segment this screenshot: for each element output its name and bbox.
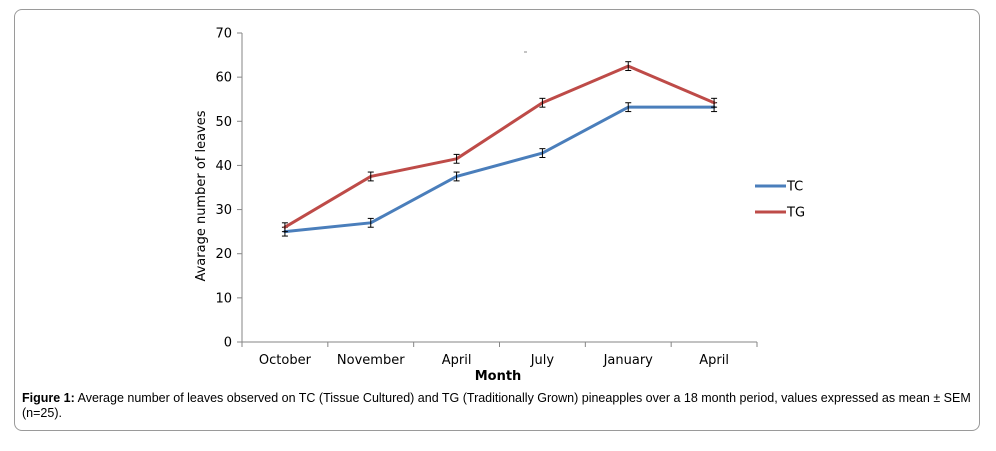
y-tick-label: 40 — [215, 159, 232, 174]
y-tick-label: 60 — [215, 71, 232, 86]
x-axis-label: Month — [475, 369, 522, 384]
legend-label-tg: TG — [786, 206, 805, 221]
figure-frame — [14, 9, 980, 431]
y-tick-label: 30 — [215, 203, 232, 218]
y-tick-label: 10 — [215, 291, 232, 306]
y-axis-label: Avarage number of leaves — [194, 110, 209, 281]
y-tick-label: 70 — [215, 27, 232, 42]
x-axis: October November April July January April — [241, 341, 758, 368]
figure-caption: Figure 1: Average number of leaves obser… — [22, 391, 977, 421]
y-tick-label: 50 — [215, 115, 232, 130]
x-tick-label: January — [603, 353, 654, 368]
series-layer — [281, 61, 718, 237]
series-line-tg — [283, 64, 716, 229]
y-axis: 0 10 20 30 40 50 60 70 — [215, 27, 243, 351]
x-tick-label: April — [699, 353, 729, 368]
caption-text: Average number of leaves observed on TC … — [22, 391, 971, 420]
series-tc — [281, 102, 718, 237]
line-chart: 0 10 20 30 40 50 60 70 October November April July… — [194, 27, 805, 385]
x-tick-label: July — [530, 353, 555, 368]
series-line-tc — [283, 105, 716, 234]
series-tg — [281, 61, 718, 233]
caption-label: Figure 1: — [22, 391, 75, 405]
x-tick-label: November — [337, 353, 405, 368]
y-tick-label: 20 — [215, 247, 232, 262]
x-tick-label: April — [442, 353, 472, 368]
legend-label-tc: TC — [786, 180, 803, 195]
x-tick-label: October — [259, 353, 312, 368]
y-tick-label: 0 — [224, 336, 232, 351]
legend: TC TG — [524, 51, 805, 221]
